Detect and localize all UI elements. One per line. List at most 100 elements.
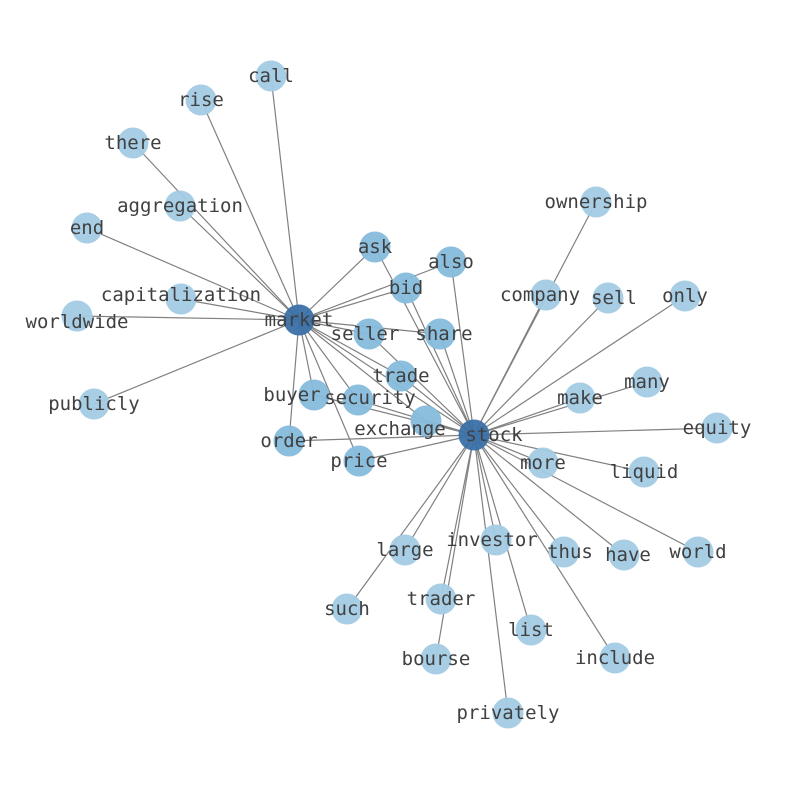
- node-label-more: more: [520, 452, 566, 474]
- node-label-liquid: liquid: [610, 461, 679, 483]
- node-label-make: make: [557, 387, 603, 409]
- node-equity: [701, 412, 733, 444]
- edge-stock-equity: [473, 427, 718, 436]
- node-ownership: [580, 186, 612, 218]
- node-label-many: many: [624, 371, 670, 393]
- node-label-company: company: [500, 284, 580, 306]
- edge-stock-trader: [440, 434, 475, 600]
- edge-stock-company: [473, 294, 547, 436]
- node-make: [564, 382, 596, 414]
- node-bourse: [420, 643, 452, 675]
- node-label-only: only: [662, 285, 708, 307]
- node-stock: [458, 419, 490, 451]
- node-label-stock: stock: [465, 424, 523, 446]
- node-label-trader: trader: [407, 588, 476, 610]
- node-label-ask: ask: [358, 236, 393, 258]
- node-investor: [480, 524, 512, 556]
- node-ask: [359, 231, 391, 263]
- edge-market-ask: [298, 246, 376, 321]
- edge-market-security: [298, 319, 359, 401]
- node-bid: [390, 272, 422, 304]
- node-publicly: [78, 388, 110, 420]
- edge-stock-trade: [400, 375, 475, 436]
- node-market: [283, 304, 315, 336]
- edge-stock-also: [450, 261, 475, 436]
- edge-stock-bourse: [435, 434, 475, 660]
- edge-market-rise: [200, 99, 300, 321]
- node-more: [527, 447, 559, 479]
- node-seller: [353, 318, 385, 350]
- edge-stock-large: [404, 434, 475, 551]
- node-label-order: order: [260, 430, 317, 452]
- node-label-rise: rise: [178, 89, 224, 111]
- labels: market stock call rise there aggregation end ca…: [26, 65, 752, 724]
- edge-stock-investor: [473, 434, 497, 541]
- node-only: [669, 280, 701, 312]
- node-label-market: market: [265, 309, 334, 331]
- node-label-include: include: [575, 647, 655, 669]
- node-label-capitalization: capitalization: [101, 284, 261, 306]
- node-order: [273, 425, 305, 457]
- node-label-buyer: buyer: [263, 384, 320, 406]
- node-company: [530, 279, 562, 311]
- node-label-ownership: ownership: [545, 191, 648, 213]
- node-end: [71, 212, 103, 244]
- node-label-thus: thus: [547, 541, 593, 563]
- edge-market-exchange: [298, 319, 427, 422]
- node-label-security: security: [324, 387, 416, 409]
- node-call: [255, 60, 287, 92]
- node-also: [435, 246, 467, 278]
- edge-market-bid: [298, 287, 407, 321]
- node-sell: [592, 282, 624, 314]
- node-label-bid: bid: [389, 277, 423, 299]
- edge-stock-liquid: [473, 434, 645, 473]
- edge-stock-order: [288, 434, 475, 442]
- node-aggregation: [164, 190, 196, 222]
- edge-stock-many: [473, 381, 648, 436]
- node-capitalization: [165, 283, 197, 315]
- node-such: [331, 593, 363, 625]
- node-exchange: [410, 405, 442, 437]
- node-label-privately: privately: [457, 702, 560, 724]
- node-label-sell: sell: [591, 287, 637, 309]
- node-trader: [425, 583, 457, 615]
- node-label-world: world: [669, 541, 726, 563]
- node-label-bourse: bourse: [402, 648, 471, 670]
- node-label-trade: trade: [372, 365, 429, 387]
- node-many: [631, 366, 663, 398]
- edge-market-there: [132, 142, 300, 321]
- edge-stock-ask: [374, 246, 475, 436]
- edge-stock-bid: [405, 287, 475, 436]
- node-label-call: call: [248, 65, 294, 87]
- node-label-share: share: [415, 323, 472, 345]
- node-worldwide: [61, 300, 93, 332]
- node-label-there: there: [104, 132, 161, 154]
- edge-market-end: [86, 227, 300, 321]
- node-label-also: also: [428, 251, 474, 273]
- node-world: [682, 536, 714, 568]
- node-privately: [492, 697, 524, 729]
- edge-stock-share: [439, 333, 475, 436]
- edge-stock-price: [358, 434, 475, 462]
- node-label-seller: seller: [331, 323, 400, 345]
- node-list: [515, 614, 547, 646]
- node-there: [117, 127, 149, 159]
- node-label-have: have: [605, 544, 651, 566]
- edge-stock-privately: [473, 434, 509, 714]
- node-label-price: price: [330, 450, 387, 472]
- node-security: [342, 384, 374, 416]
- edge-stock-such: [346, 434, 475, 610]
- edge-stock-have: [473, 434, 625, 556]
- nodes: [61, 60, 733, 729]
- node-buyer: [298, 379, 330, 411]
- edge-stock-seller: [368, 333, 475, 436]
- node-label-such: such: [324, 598, 370, 620]
- node-label-large: large: [376, 539, 433, 561]
- node-share: [424, 318, 456, 350]
- edge-stock-buyer: [313, 394, 475, 436]
- node-have: [608, 539, 640, 571]
- edge-market-capitalization: [180, 298, 300, 321]
- edge-stock-include: [473, 434, 616, 659]
- node-label-equity: equity: [683, 417, 752, 439]
